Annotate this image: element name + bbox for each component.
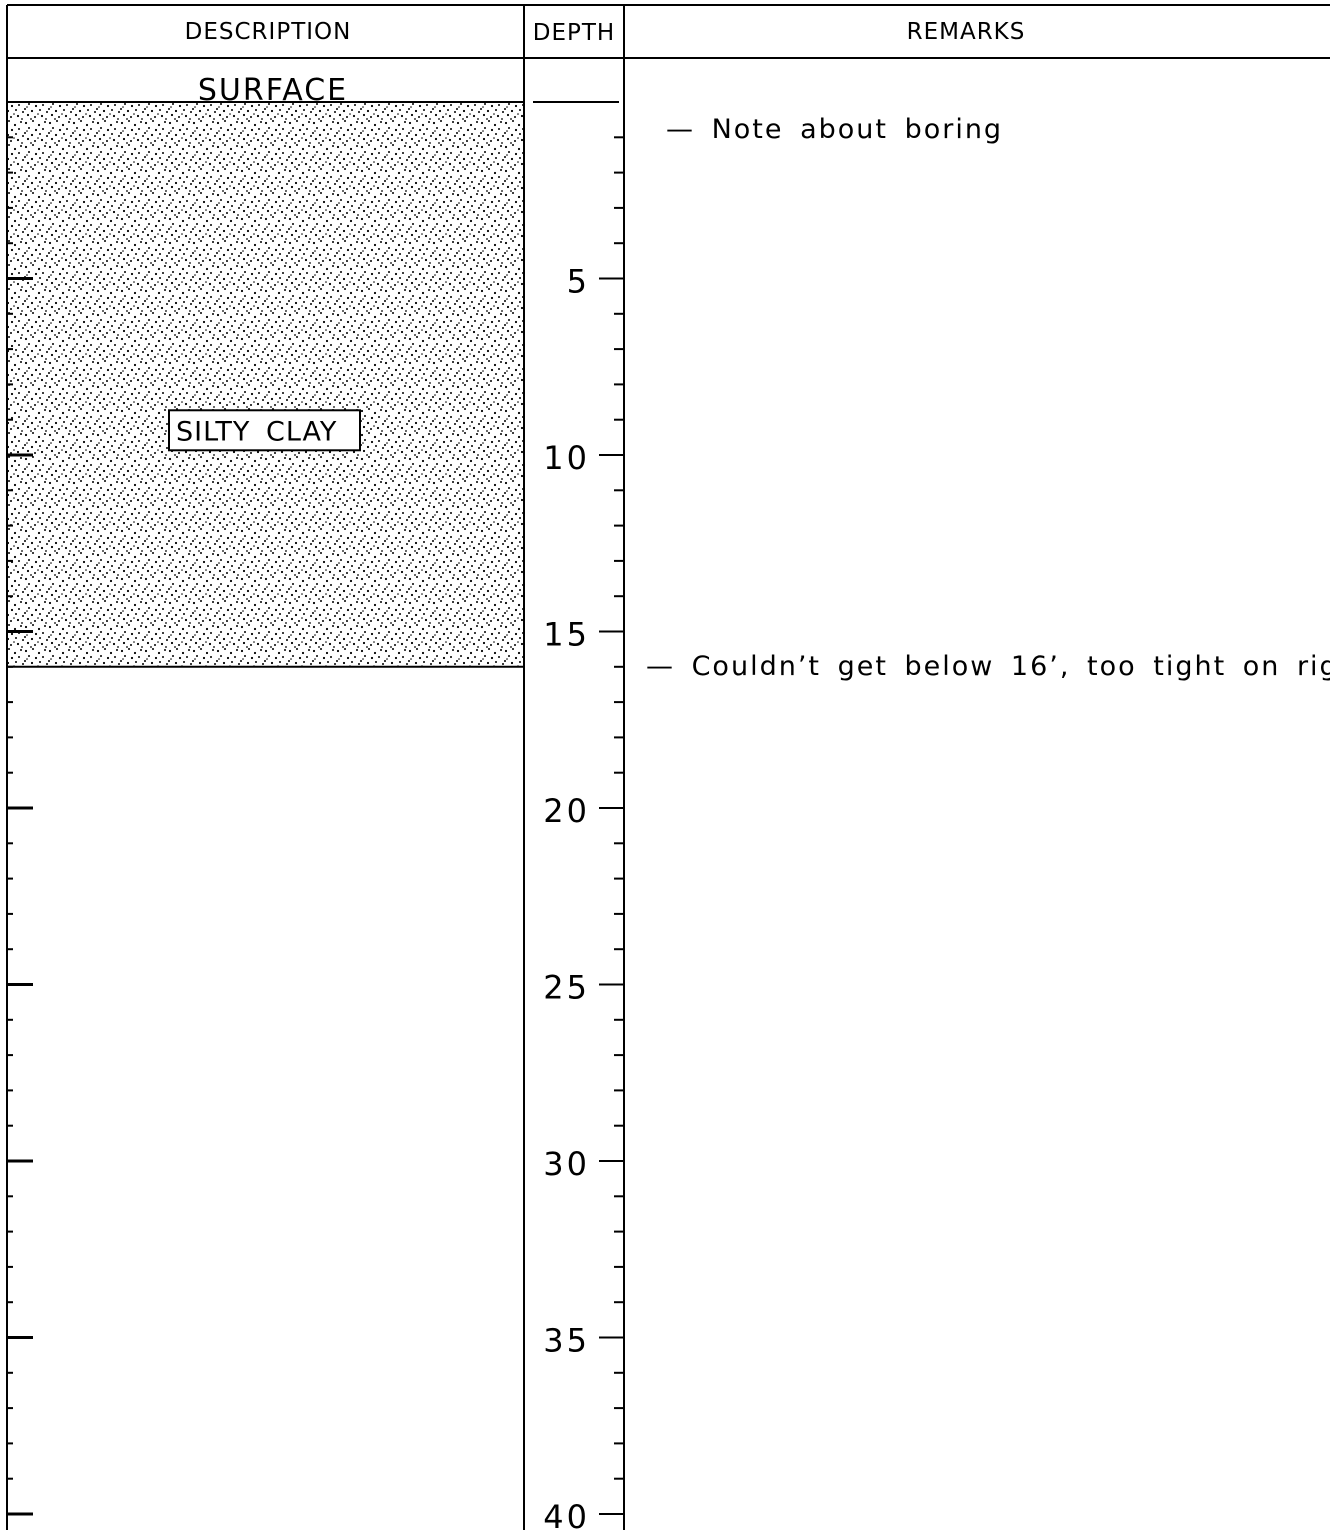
- depth-tick-label: 30: [543, 1145, 590, 1183]
- description-depth-ticks: [7, 136, 33, 1516]
- remark-text: — Note about boring: [666, 114, 1003, 145]
- depth-tick-label: 10: [543, 439, 590, 477]
- soil-layer-0: [8, 102, 523, 667]
- depth-tick-label: 20: [543, 792, 590, 830]
- depth-tick-label: 25: [543, 969, 590, 1007]
- remarks-header: REMARKS: [907, 19, 1026, 45]
- description-header: DESCRIPTION: [185, 19, 352, 45]
- layer-label: SILTY CLAY: [176, 416, 337, 447]
- depth-header: DEPTH: [533, 20, 615, 46]
- remarks-column: — Note about boring — Couldn’t get below …: [646, 114, 1330, 682]
- depth-scale: 5 10 15 20 25 30 35 40: [543, 136, 624, 1530]
- remark-text: — Couldn’t get below 16’, too tight on r…: [646, 651, 1330, 682]
- depth-tick-label: 5: [567, 263, 590, 301]
- depth-tick-label: 35: [543, 1322, 590, 1360]
- layer-label-box: [168, 409, 361, 452]
- soil-layers: SILTY CLAY: [7, 102, 524, 668]
- depth-tick-label: 15: [543, 616, 590, 654]
- table-frame: [6, 4, 1330, 1530]
- depth-tick-label: 40: [543, 1498, 590, 1530]
